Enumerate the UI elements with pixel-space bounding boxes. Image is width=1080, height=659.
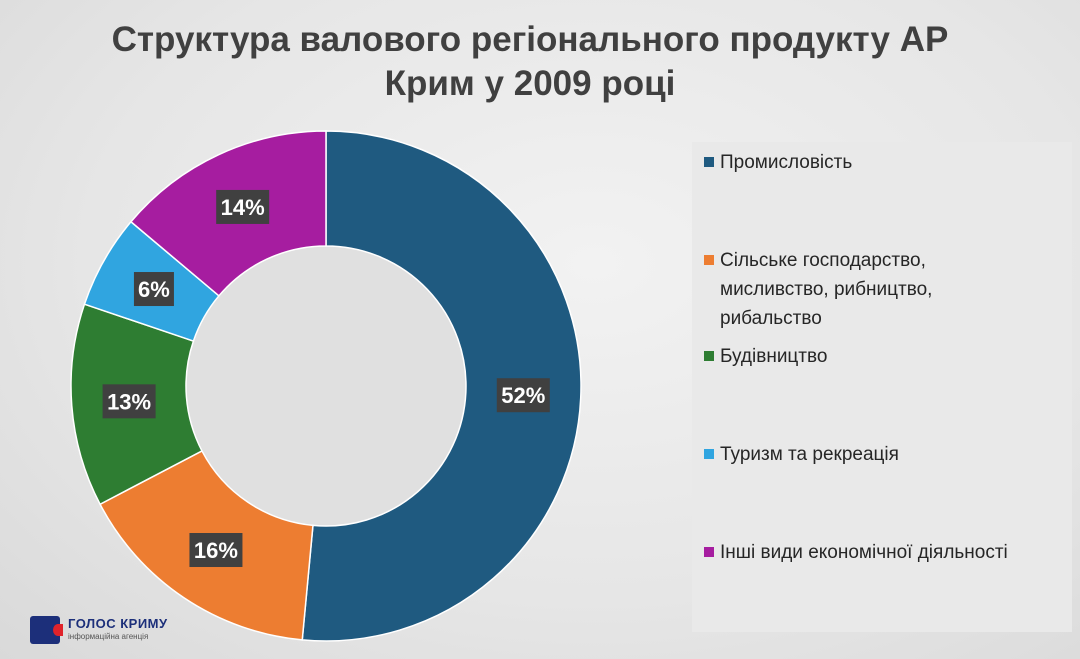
- legend-text: Туризм та рекреація: [720, 444, 899, 465]
- logo-name: ГОЛОС КРИМУ: [68, 616, 168, 631]
- legend-line: мисливство, рибництво,: [704, 275, 1064, 304]
- legend-item-1: Сільське господарство, мисливство, рибниц…: [704, 246, 1064, 333]
- legend-item-0: Промисловість: [704, 148, 1064, 177]
- logo-subtitle: інформаційна агенція: [68, 632, 149, 641]
- legend-text: Будівництво: [720, 346, 828, 367]
- data-label-0: 52%: [496, 378, 550, 413]
- legend-swatch-2: [704, 351, 714, 361]
- data-label-text-3: 6%: [138, 277, 170, 302]
- legend-swatch-0: [704, 157, 714, 167]
- data-label-text-1: 16%: [194, 538, 238, 563]
- data-label-text-0: 52%: [501, 383, 545, 408]
- legend-text: Інші види економічної діяльності: [720, 542, 1008, 563]
- chart-title-line-1: Структура валового регіонального продукт…: [111, 20, 949, 59]
- chart-legend: Промисловість Сільське господарство, мисли…: [692, 142, 1072, 632]
- chart-title: Структура валового регіонального продукт…: [60, 18, 1000, 106]
- logo: ГОЛОС КРИМУ інформаційна агенція: [30, 614, 190, 646]
- legend-line: Промисловість: [704, 148, 1064, 177]
- legend-swatch-4: [704, 547, 714, 557]
- legend-line: Будівництво: [704, 342, 1064, 371]
- data-label-1: 16%: [189, 533, 243, 568]
- donut-hole: [186, 246, 466, 526]
- data-label-4: 14%: [216, 189, 270, 224]
- legend-line: рибальство: [704, 304, 1064, 333]
- logo-mark-icon: [30, 616, 63, 644]
- legend-swatch-1: [704, 255, 714, 265]
- data-label-bg-0: [496, 378, 550, 413]
- donut-chart: 52% 16% 13% 6% 14%: [70, 130, 582, 642]
- legend-text: мисливство, рибництво,: [720, 279, 933, 300]
- data-label-3: 6%: [133, 272, 174, 307]
- legend-line: Туризм та рекреація: [704, 440, 1064, 469]
- data-label-bg-4: [216, 189, 270, 224]
- legend-item-2: Будівництво: [704, 342, 1064, 371]
- legend-text: Сільське господарство,: [720, 250, 926, 271]
- legend-line: Сільське господарство,: [704, 246, 1064, 275]
- legend-item-3: Туризм та рекреація: [704, 440, 1064, 469]
- data-label-bg-1: [189, 533, 243, 568]
- legend-text: Промисловість: [720, 152, 853, 173]
- data-label-text-4: 14%: [221, 195, 265, 220]
- data-label-2: 13%: [102, 384, 156, 419]
- chart-title-line-2: Крим у 2009 році: [384, 64, 676, 103]
- legend-item-4: Інші види економічної діяльності: [704, 538, 1064, 567]
- legend-text: рибальство: [720, 308, 822, 329]
- legend-swatch-3: [704, 449, 714, 459]
- data-label-text-2: 13%: [107, 389, 151, 414]
- data-label-bg-3: [133, 272, 174, 307]
- donut-slice-0: [301, 130, 582, 642]
- legend-line: Інші види економічної діяльності: [704, 538, 1064, 567]
- data-label-bg-2: [102, 384, 156, 419]
